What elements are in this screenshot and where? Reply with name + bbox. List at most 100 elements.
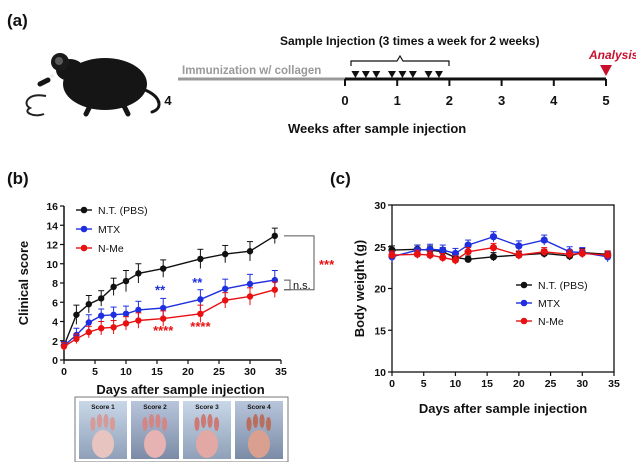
injection-marker <box>361 71 370 78</box>
data-point <box>271 286 278 293</box>
panel-label-b: (b) <box>7 169 29 188</box>
x-tick-label: 15 <box>151 366 163 378</box>
injection-marker <box>434 71 443 78</box>
series-n-me <box>388 242 612 265</box>
x-tick-label: 15 <box>481 378 493 390</box>
data-point <box>135 306 142 314</box>
paw-digit <box>109 417 116 431</box>
y-tick-label: 16 <box>46 201 58 213</box>
data-point <box>413 250 421 258</box>
significance-nt: *** <box>319 257 335 272</box>
significance-mark: ** <box>192 275 203 290</box>
injection-marker <box>387 71 396 78</box>
paw-image <box>248 430 270 458</box>
injection-marker <box>424 71 433 78</box>
injection-marker <box>398 71 407 78</box>
data-point <box>197 255 204 263</box>
data-point <box>566 250 574 258</box>
data-point <box>464 248 472 256</box>
timeline-tick-label: 2 <box>446 93 453 108</box>
legend: N.T. (PBS) MTX N-Me <box>76 205 148 255</box>
data-point <box>160 304 167 312</box>
data-point <box>464 241 472 249</box>
data-point <box>110 311 117 318</box>
data-point <box>246 280 254 288</box>
series-n-me <box>60 281 278 351</box>
legend-marker <box>80 244 88 252</box>
significance-mark: ** <box>155 283 166 298</box>
x-tick-label: 0 <box>61 366 67 378</box>
data-point <box>451 249 460 258</box>
paw-digit <box>207 414 213 428</box>
significance-ns: n.s. <box>293 280 311 292</box>
data-point <box>85 300 93 308</box>
data-point <box>388 251 396 259</box>
data-point <box>122 320 130 327</box>
paw-digit <box>194 417 200 431</box>
x-tick-label: 20 <box>182 366 194 378</box>
panel-label-c: (c) <box>330 169 351 188</box>
y-tick-label: 4 <box>52 317 58 329</box>
data-point <box>464 255 472 263</box>
x-tick-label: 25 <box>213 366 225 378</box>
immunization-label: Immunization w/ collagen <box>182 65 321 77</box>
paw-digit <box>259 414 265 428</box>
timeline-tick-label: 0 <box>341 93 348 108</box>
timeline-tick-label: - 4 <box>156 93 172 108</box>
score-photo-3: Score 3 <box>183 401 231 459</box>
legend-label: N-Me <box>538 316 564 328</box>
paw-image <box>196 430 218 458</box>
paw-digit <box>200 414 207 428</box>
score-photo-strip: Score 1 Score 2 Score 3 Score 4 <box>74 396 289 462</box>
data-point <box>489 233 498 241</box>
legend-label: N-Me <box>98 243 124 255</box>
data-point <box>85 328 93 336</box>
bracket-mtx-vs-nme <box>284 279 291 291</box>
x-tick-label: 0 <box>389 378 395 390</box>
data-point <box>578 249 586 258</box>
data-point <box>122 310 130 317</box>
data-point <box>222 285 229 292</box>
data-point <box>271 232 278 240</box>
score-photo-4: Score 4 <box>235 401 283 459</box>
score-label: Score 3 <box>195 404 219 411</box>
y-tick-label: 20 <box>374 284 386 296</box>
paw-digit <box>265 417 272 431</box>
x-tick-label: 30 <box>576 378 588 390</box>
data-point <box>489 253 498 261</box>
y-tick-label: 2 <box>52 336 58 348</box>
y-tick-label: 10 <box>46 259 58 271</box>
series-mtx <box>388 231 612 262</box>
paw-image <box>92 430 114 458</box>
data-point <box>515 242 523 250</box>
x-axis-label: Days after sample injection <box>96 382 264 397</box>
x-tick-label: 10 <box>450 378 462 390</box>
data-point <box>222 297 229 304</box>
legend-label: N.T. (PBS) <box>98 205 148 217</box>
series-n-t-pbs- <box>60 227 278 350</box>
data-point <box>197 296 204 303</box>
panel-label-a: (a) <box>7 11 28 30</box>
score-label: Score 2 <box>143 404 167 411</box>
paw-digit <box>148 414 155 428</box>
score-label: Score 1 <box>91 404 115 411</box>
x-axis-label: Days after sample injection <box>419 401 587 416</box>
injection-marker <box>372 71 381 78</box>
legend: N.T. (PBS) MTX N-Me <box>516 280 588 328</box>
score-photo-1: Score 1 <box>79 401 127 459</box>
analysis-label: Analysis <box>588 48 636 62</box>
x-tick-label: 10 <box>120 366 132 378</box>
paw-digit <box>142 417 148 431</box>
data-point <box>122 277 130 285</box>
data-point <box>135 317 142 324</box>
timeline-tick-label: 1 <box>394 93 401 108</box>
timeline: Immunization w/ collagen Sample Injectio… <box>156 34 636 136</box>
legend-label: MTX <box>98 224 120 236</box>
y-tick-label: 14 <box>46 220 58 232</box>
data-point <box>246 248 254 255</box>
x-tick-label: 35 <box>608 378 620 390</box>
paw-digit <box>155 414 161 428</box>
data-point <box>73 311 80 318</box>
bracket-nt-vs-nme <box>284 235 315 291</box>
data-point <box>246 293 254 300</box>
